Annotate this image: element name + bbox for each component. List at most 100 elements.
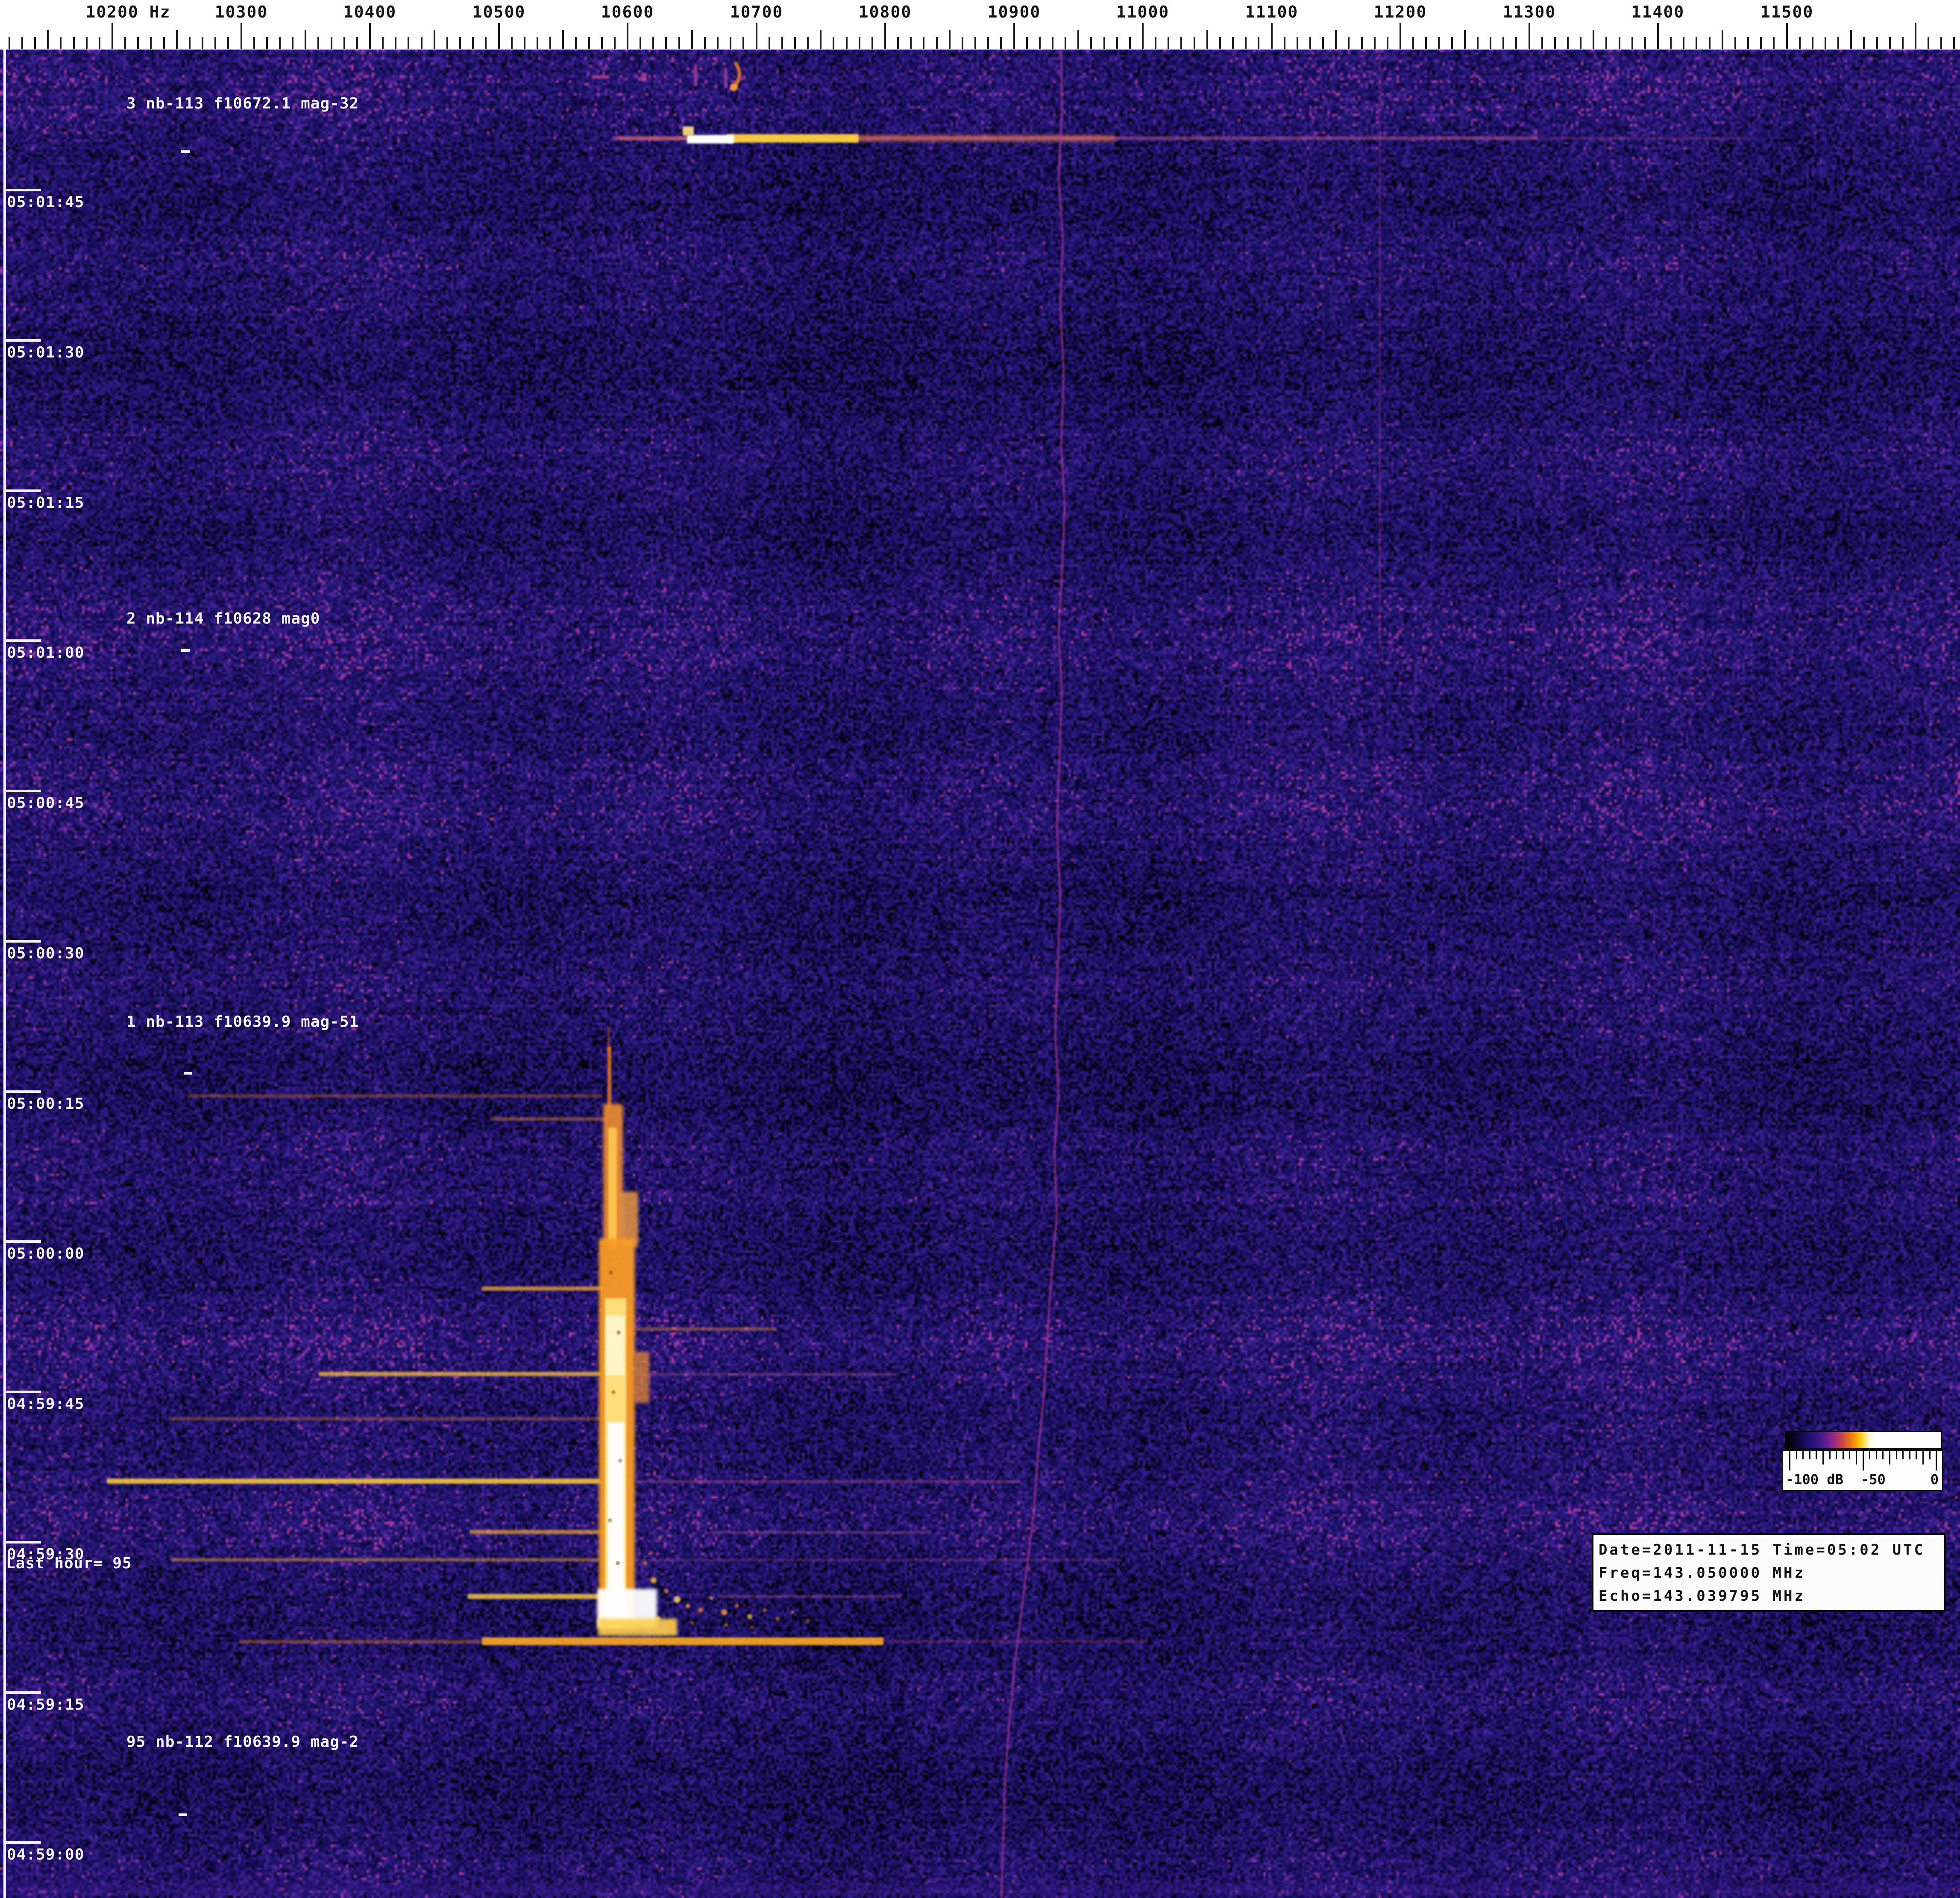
freq-tick	[652, 37, 654, 49]
freq-tick	[1490, 37, 1491, 49]
time-tick-label: 05:01:30	[7, 344, 84, 361]
db-min-label: -100 dB	[1786, 1471, 1843, 1488]
freq-tick	[73, 37, 75, 49]
time-tick	[6, 1841, 41, 1844]
freq-tick	[537, 37, 538, 49]
db-tick	[1909, 1451, 1910, 1459]
freq-tick	[1219, 37, 1221, 49]
freq-tick	[1670, 37, 1672, 49]
freq-tick	[137, 37, 139, 49]
freq-tick	[704, 37, 706, 49]
echo-annotation-label: 2 nb-114 f10628 mag0	[126, 610, 320, 627]
freq-tick	[588, 37, 590, 49]
freq-tick	[1915, 23, 1916, 49]
db-tick	[1836, 1451, 1837, 1459]
freq-tick	[1876, 37, 1878, 49]
freq-tick	[305, 30, 306, 49]
freq-tick	[1271, 23, 1273, 49]
freq-tick	[1940, 37, 1942, 49]
freq-tick	[1116, 37, 1118, 49]
freq-tick	[859, 37, 860, 49]
time-tick	[6, 1090, 41, 1093]
db-ruler: -100 dB -50 0	[1782, 1450, 1943, 1491]
db-tick	[1869, 1451, 1870, 1459]
freq-tick	[241, 23, 242, 49]
freq-tick	[485, 37, 487, 49]
freq-tick	[678, 37, 680, 49]
freq-tick	[1554, 37, 1556, 49]
freq-tick	[1734, 37, 1736, 49]
freq-tick-label: 11100	[1245, 3, 1298, 21]
echo-marker-dash	[181, 649, 190, 652]
freq-tick	[1696, 37, 1697, 49]
freq-tick	[1529, 23, 1530, 49]
freq-tick	[1168, 37, 1169, 49]
capture-info-box: Date=2011-11-15 Time=05:02 UTC Freq=143.…	[1592, 1533, 1946, 1612]
echo-line: Echo=143.039795 MHz	[1599, 1585, 1939, 1608]
freq-tick	[434, 30, 435, 49]
freq-tick	[1541, 37, 1543, 49]
freq-tick	[34, 37, 36, 49]
freq-tick-label: 11400	[1631, 3, 1684, 21]
freq-tick	[163, 37, 165, 49]
freq-tick-label: 11000	[1116, 3, 1169, 21]
db-tick	[1902, 1451, 1904, 1459]
freq-tick	[1284, 37, 1285, 49]
freq-tick	[1052, 37, 1053, 49]
freq-tick-label: 10300	[215, 3, 268, 21]
db-tick	[1796, 1451, 1797, 1459]
freq-tick-label: 10700	[730, 3, 783, 21]
freq-tick	[253, 37, 255, 49]
freq-tick	[1709, 37, 1711, 49]
freq-tick	[1245, 37, 1247, 49]
db-tick	[1922, 1451, 1924, 1465]
freq-tick	[1194, 37, 1195, 49]
freq-tick	[1335, 30, 1337, 49]
db-tick	[1936, 1451, 1937, 1470]
spectrogram-window: 10200 Hz 10300 10400 10500 10600 10700 10800 10…	[0, 0, 1960, 1898]
time-tick-label: 05:01:45	[7, 193, 84, 211]
db-tick	[1829, 1451, 1831, 1459]
spectrogram-waterfall-canvas[interactable]	[0, 50, 1960, 1898]
db-tick	[1789, 1451, 1790, 1470]
freq-tick	[794, 37, 796, 49]
db-mid-label: -50	[1861, 1471, 1886, 1488]
db-tick	[1929, 1451, 1931, 1459]
freq-tick	[9, 37, 10, 49]
freq-tick	[1013, 23, 1015, 49]
freq-tick	[1953, 37, 1955, 49]
freq-tick-label: 10200 Hz	[85, 3, 170, 21]
freq-tick	[1077, 30, 1079, 49]
last-hour-count-label: Last hour= 95	[6, 1555, 132, 1572]
freq-tick-label: 11200	[1374, 3, 1427, 21]
freq-tick	[1799, 37, 1801, 49]
freq-tick	[1180, 37, 1182, 49]
freq-tick	[202, 37, 203, 49]
db-tick	[1849, 1451, 1850, 1459]
freq-line: Freq=143.050000 MHz	[1599, 1561, 1939, 1585]
freq-tick	[846, 37, 848, 49]
time-tick-label: 04:59:45	[7, 1395, 84, 1413]
time-tick	[6, 639, 41, 642]
time-tick-label: 05:00:15	[7, 1095, 84, 1113]
freq-tick	[1928, 37, 1929, 49]
freq-tick	[1850, 30, 1852, 49]
freq-tick	[1348, 37, 1350, 49]
freq-tick-label: 11300	[1503, 3, 1556, 21]
freq-tick	[214, 37, 216, 49]
freq-tick	[356, 37, 358, 49]
freq-tick	[1142, 23, 1144, 49]
freq-tick	[1232, 37, 1234, 49]
freq-tick	[111, 23, 113, 49]
freq-tick	[189, 37, 191, 49]
freq-tick	[1580, 37, 1581, 49]
freq-tick	[549, 37, 551, 49]
freq-tick	[627, 23, 628, 49]
echo-annotation-label: 1 nb-113 f10639.9 mag-51	[126, 1013, 359, 1031]
freq-tick	[1902, 37, 1904, 49]
freq-tick	[446, 37, 448, 49]
freq-tick	[292, 37, 293, 49]
freq-tick	[756, 23, 757, 49]
freq-tick	[974, 37, 976, 49]
db-tick	[1856, 1451, 1857, 1465]
